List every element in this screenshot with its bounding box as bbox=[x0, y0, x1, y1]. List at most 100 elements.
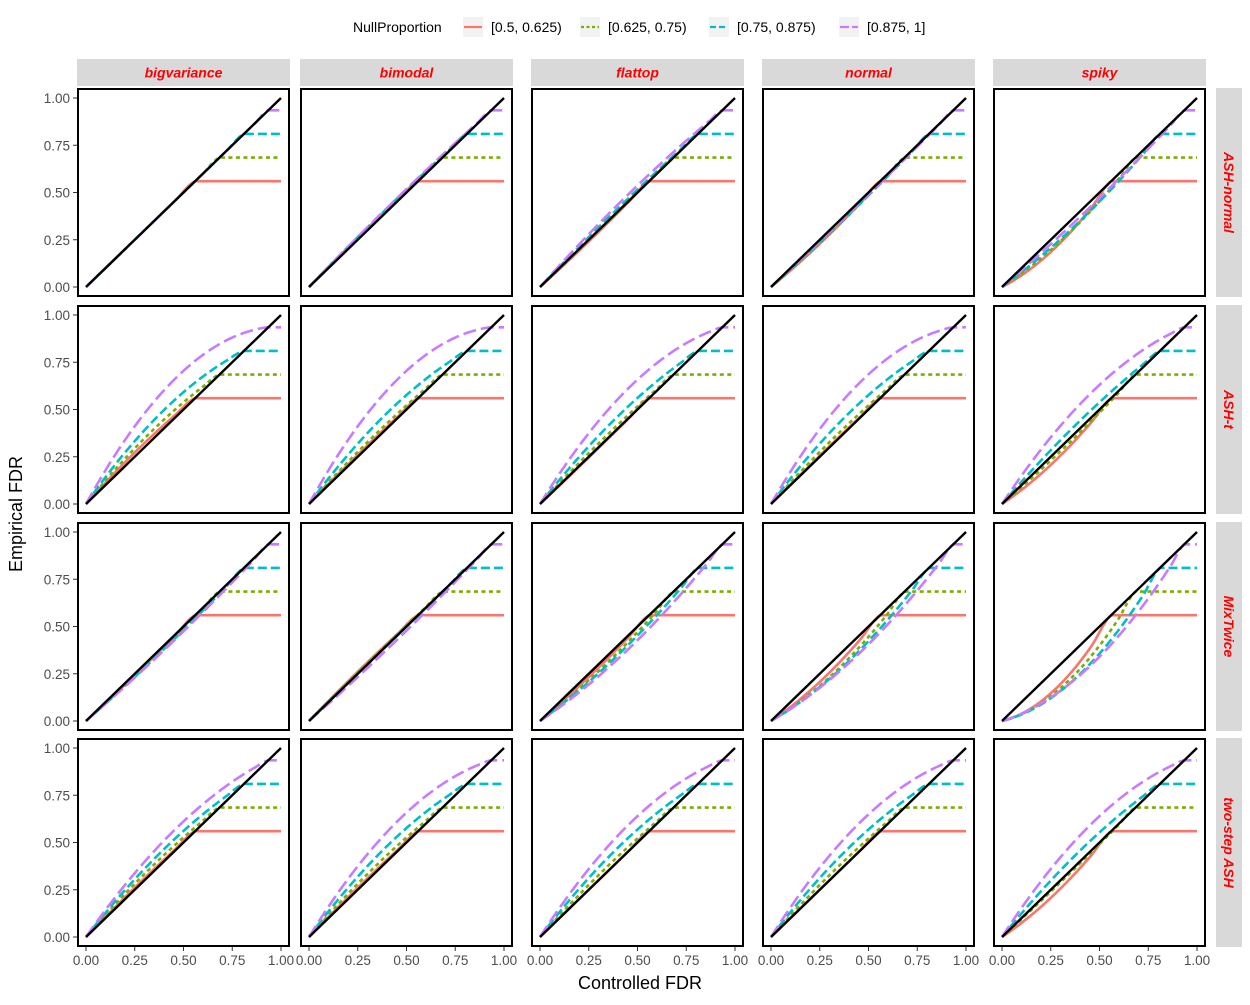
column-strip-label: bimodal bbox=[380, 65, 435, 81]
legend-label: [0.75, 0.875) bbox=[737, 19, 816, 35]
reference-diagonal bbox=[308, 314, 505, 505]
reference-diagonal bbox=[308, 747, 505, 938]
series-line-longdash bbox=[539, 108, 735, 288]
x-tick-label: 0.50 bbox=[855, 953, 881, 968]
y-tick-label: 0.25 bbox=[44, 233, 70, 248]
panel-border bbox=[531, 738, 744, 947]
panel-two-step-ASH-normal: 0.00 0.25 0.50 0.75 1.00 bbox=[758, 738, 979, 968]
reference-diagonal bbox=[1001, 97, 1198, 288]
column-strip-bigvariance: bigvariance bbox=[77, 59, 290, 86]
panel-border bbox=[762, 522, 975, 731]
reference-diagonal bbox=[85, 531, 282, 722]
y-tick-label: 0.50 bbox=[44, 836, 70, 851]
legend-key-dotted bbox=[580, 17, 600, 37]
legend: NullProportion [0.5, 0.625) [0.625, 0.75) [… bbox=[353, 17, 925, 37]
reference-diagonal bbox=[770, 747, 967, 938]
y-tick-label: 0.75 bbox=[44, 788, 70, 803]
x-tick-label: 0.75 bbox=[219, 953, 245, 968]
y-tick-label: 0.25 bbox=[44, 450, 70, 465]
series-line-solid bbox=[85, 396, 281, 505]
y-tick-label: 0.25 bbox=[44, 667, 70, 682]
series-line-dashed bbox=[538, 782, 735, 938]
x-tick-label: 0.75 bbox=[904, 953, 930, 968]
x-tick-label: 0.50 bbox=[1086, 953, 1112, 968]
series-line-longdash bbox=[1001, 108, 1197, 288]
series-line-dotted bbox=[1001, 590, 1197, 723]
x-tick-label: 0.50 bbox=[393, 953, 419, 968]
legend-label: [0.625, 0.75) bbox=[608, 19, 687, 35]
series-line-solid bbox=[308, 829, 504, 938]
series-line-dashed bbox=[84, 782, 281, 938]
legend-key-dashed bbox=[709, 17, 729, 37]
reference-diagonal bbox=[770, 314, 967, 505]
panel-border bbox=[993, 522, 1206, 731]
x-tick-label: 0.50 bbox=[170, 953, 196, 968]
series-line-dashed bbox=[1000, 782, 1197, 938]
series-line-dashed bbox=[769, 349, 966, 505]
series-line-longdash bbox=[1000, 325, 1197, 505]
x-tick-label: 0.25 bbox=[1038, 953, 1064, 968]
panel-two-step-ASH-bigvariance: 0.00 0.25 0.50 0.75 1.00 0.00 0.25 0.50 0.75 1.00 bbox=[44, 738, 294, 968]
column-strip-bg bbox=[77, 59, 290, 86]
column-strip-flattop: flattop bbox=[531, 59, 744, 86]
series-line-longdash bbox=[307, 758, 504, 938]
row-strip-bg bbox=[1216, 738, 1242, 947]
x-tick-label: 0.75 bbox=[1135, 953, 1161, 968]
y-tick-label: 1.00 bbox=[44, 308, 70, 323]
series-line-longdash bbox=[539, 542, 735, 723]
y-tick-label: 1.00 bbox=[44, 91, 70, 106]
column-strip-bg bbox=[993, 59, 1206, 86]
y-tick-label: 0.00 bbox=[44, 714, 70, 729]
panel-ASH-t-spiky bbox=[993, 305, 1206, 514]
series-line-longdash bbox=[307, 325, 504, 505]
reference-diagonal bbox=[539, 97, 736, 288]
series-line-dotted bbox=[770, 806, 966, 938]
panel-border bbox=[531, 88, 744, 297]
panel-border bbox=[77, 305, 290, 514]
panel-border bbox=[77, 522, 290, 731]
panel-border bbox=[300, 522, 513, 731]
legend-key-longdash bbox=[839, 17, 859, 37]
panel-ASH-t-normal bbox=[762, 305, 975, 514]
column-strip-label: flattop bbox=[616, 65, 659, 81]
reference-diagonal bbox=[770, 97, 967, 288]
y-tick-label: 0.25 bbox=[44, 883, 70, 898]
x-tick-label: 0.50 bbox=[624, 953, 650, 968]
legend-label: [0.875, 1] bbox=[867, 19, 925, 35]
panel-MixTwice-bigvariance: 0.00 0.25 0.50 0.75 1.00 bbox=[44, 522, 290, 731]
y-tick-label: 0.75 bbox=[44, 355, 70, 370]
row-strip-label: MixTwice bbox=[1221, 596, 1237, 658]
legend-key-solid bbox=[463, 17, 483, 37]
panel-border bbox=[300, 305, 513, 514]
panel-border bbox=[531, 305, 744, 514]
y-tick-label: 1.00 bbox=[44, 525, 70, 540]
series-line-longdash bbox=[1001, 542, 1197, 723]
column-strip-bg bbox=[762, 59, 975, 86]
panel-border bbox=[77, 738, 290, 947]
panel-border bbox=[762, 88, 975, 297]
series-line-dashed bbox=[1001, 132, 1197, 289]
series-line-solid bbox=[85, 829, 281, 938]
column-strip-bg bbox=[300, 59, 513, 86]
series-line-dashed bbox=[307, 782, 504, 938]
panel-border bbox=[77, 88, 290, 297]
reference-diagonal bbox=[85, 747, 282, 938]
series-line-dashed bbox=[1001, 566, 1197, 723]
panel-border bbox=[993, 88, 1206, 297]
row-strip-ASH-normal: ASH-normal bbox=[1216, 88, 1242, 297]
panel-two-step-ASH-bimodal: 0.00 0.25 0.50 0.75 1.00 bbox=[296, 738, 517, 968]
panel-border bbox=[300, 738, 513, 947]
column-strip-label: bigvariance bbox=[145, 65, 223, 81]
x-tick-label: 0.00 bbox=[527, 953, 553, 968]
series-line-longdash bbox=[769, 325, 966, 505]
column-strip-spiky: spiky bbox=[993, 59, 1206, 86]
series-line-dotted bbox=[770, 373, 966, 505]
series-line-longdash bbox=[85, 542, 281, 722]
y-tick-label: 0.75 bbox=[44, 138, 70, 153]
series-line-dotted bbox=[539, 806, 735, 938]
reference-diagonal bbox=[539, 747, 736, 938]
panel-ASH-normal-bigvariance: 0.00 0.25 0.50 0.75 1.00 bbox=[44, 88, 290, 297]
row-strip-ASH-t: ASH-t bbox=[1216, 305, 1242, 514]
panel-MixTwice-spiky bbox=[993, 522, 1206, 731]
series-line-dotted bbox=[85, 806, 281, 938]
